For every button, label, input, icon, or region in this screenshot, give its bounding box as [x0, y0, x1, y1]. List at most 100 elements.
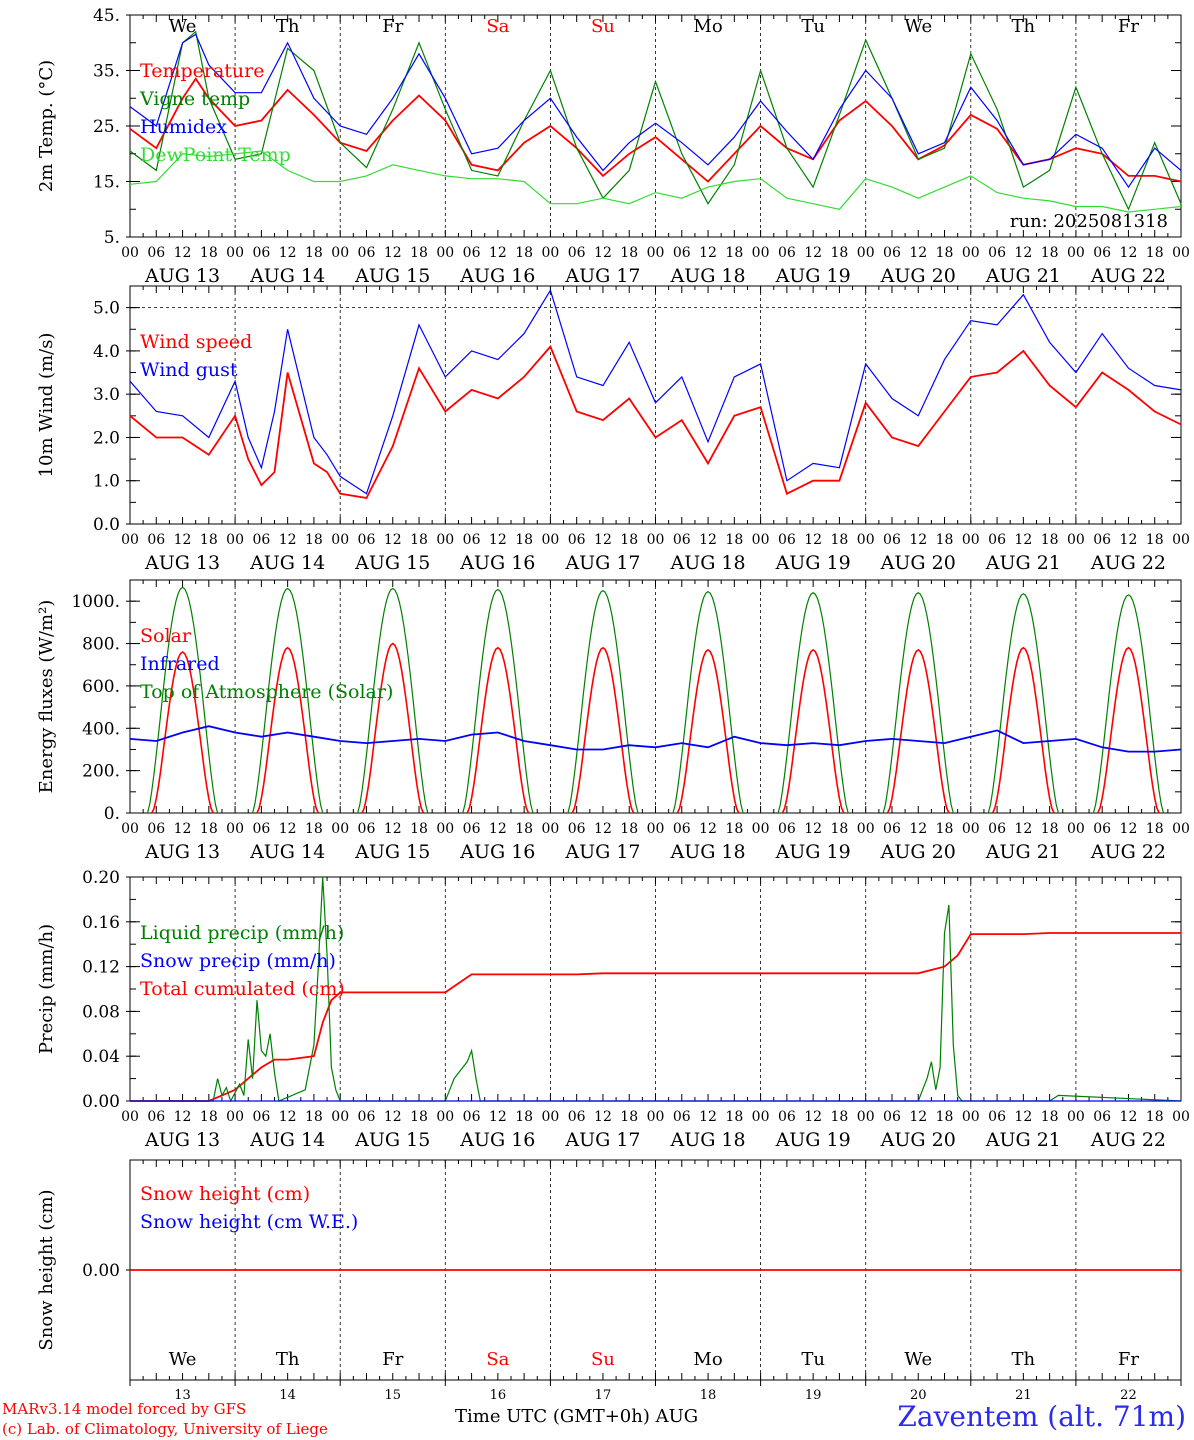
hour-label: 12: [384, 245, 402, 261]
hour-label: 12: [909, 245, 927, 261]
hour-label: 06: [358, 245, 376, 261]
hour-label: 12: [279, 532, 297, 548]
hour-label: 18: [410, 532, 428, 548]
legend-entry: Humidex: [140, 116, 227, 138]
hour-label: 18: [936, 821, 954, 837]
hour-label: 06: [568, 821, 586, 837]
date-label: AUG 18: [669, 1129, 745, 1151]
hour-label: 06: [252, 245, 270, 261]
y-tick-label: 0.08: [82, 1002, 120, 1022]
hour-label: 12: [594, 532, 612, 548]
hour-label: 00: [541, 821, 559, 837]
y-tick-label: 4.0: [93, 342, 120, 362]
day-name-label: Su: [591, 1349, 615, 1370]
hour-label: 18: [725, 1109, 743, 1125]
hour-label: 18: [725, 532, 743, 548]
hour-label: 00: [647, 245, 665, 261]
date-label: AUG 16: [459, 841, 535, 863]
date-label: AUG 16: [459, 1129, 535, 1151]
hour-label: 12: [1014, 821, 1032, 837]
hour-label: 12: [909, 532, 927, 548]
hour-label: 00: [121, 245, 139, 261]
legend-entry: Liquid precip (mm/h): [140, 922, 344, 944]
hour-label: 12: [804, 1109, 822, 1125]
day-name-label: Th: [276, 16, 300, 37]
hour-label: 06: [778, 1109, 796, 1125]
hour-label: 06: [988, 532, 1006, 548]
series-line-wind-gust: [129, 288, 1182, 495]
hour-label: 18: [515, 1109, 533, 1125]
hour-label: 06: [147, 532, 165, 548]
hour-label: 06: [883, 245, 901, 261]
hour-label: 12: [279, 245, 297, 261]
y-tick-label: 2.0: [93, 428, 120, 448]
date-label: AUG 19: [775, 265, 851, 287]
date-label: AUG 20: [880, 552, 956, 574]
y-tick-label: 1000.: [71, 592, 120, 612]
hour-label: 12: [1120, 821, 1138, 837]
hour-label: 06: [883, 1109, 901, 1125]
date-label: AUG 15: [354, 841, 430, 863]
solar-curve: [676, 648, 740, 814]
hour-label: 12: [1120, 245, 1138, 261]
hour-label: 06: [988, 245, 1006, 261]
y-tick-label: 0.20: [82, 868, 120, 888]
hour-label: 00: [647, 532, 665, 548]
series-line-wind-speed: [129, 344, 1182, 499]
hour-label: 18: [410, 1109, 428, 1125]
hour-label: 00: [436, 245, 454, 261]
panel-wind: 0.0 1.0 2.0 3.0 4.0 5.0 10m Wind (m/s) 00 06 12 18…: [36, 285, 1190, 574]
hour-label: 00: [752, 245, 770, 261]
date-label: AUG 15: [354, 1129, 430, 1151]
hour-label: 12: [909, 821, 927, 837]
model-credit: MARv3.14 model forced by GFS: [2, 1400, 247, 1418]
y-tick-label: 0.00: [82, 1261, 120, 1281]
date-label: AUG 18: [669, 841, 745, 863]
hour-label: 06: [1093, 532, 1111, 548]
hour-label: 12: [699, 532, 717, 548]
hour-label: 06: [463, 1109, 481, 1125]
hour-label: 00: [752, 532, 770, 548]
hour-label: 12: [594, 245, 612, 261]
toa-solar-curve: [672, 590, 744, 814]
y-tick-label: 3.0: [93, 385, 120, 405]
hour-label: 00: [857, 532, 875, 548]
legend-entry: Infrared: [140, 653, 220, 675]
legend-entry: Wind speed: [140, 331, 252, 353]
day-number-label: 21: [1015, 1388, 1032, 1403]
hour-label: 18: [305, 1109, 323, 1125]
day-name-label: We: [904, 16, 932, 37]
hour-label: 06: [988, 1109, 1006, 1125]
hour-label: 12: [1120, 532, 1138, 548]
hour-label: 18: [200, 821, 218, 837]
hour-label: 12: [489, 821, 507, 837]
hour-label: 06: [883, 532, 901, 548]
hour-label: 12: [384, 1109, 402, 1125]
run-label: run: 2025081318: [1010, 211, 1168, 232]
hour-label: 00: [541, 245, 559, 261]
hour-label: 18: [410, 821, 428, 837]
hour-label: 12: [699, 821, 717, 837]
date-label: AUG 22: [1090, 841, 1166, 863]
toa-solar-curve: [777, 591, 849, 814]
hour-label: 00: [436, 821, 454, 837]
hour-label: 18: [305, 245, 323, 261]
hour-label: 06: [147, 821, 165, 837]
hour-label: 18: [200, 1109, 218, 1125]
day-number-label: 14: [279, 1388, 296, 1403]
date-label: AUG 14: [249, 841, 325, 863]
hour-label: 18: [831, 245, 849, 261]
date-label: AUG 14: [249, 1129, 325, 1151]
hour-label: 12: [174, 821, 192, 837]
hour-label: 18: [620, 245, 638, 261]
hour-label: 12: [699, 245, 717, 261]
hour-label: 12: [804, 245, 822, 261]
y-tick-label: 1.0: [93, 472, 120, 492]
hour-label: 00: [1172, 821, 1190, 837]
hour-label: 06: [252, 532, 270, 548]
hour-label: 18: [200, 532, 218, 548]
hour-label: 00: [962, 821, 980, 837]
day-number-label: 19: [805, 1388, 822, 1403]
day-name-label: Fr: [382, 1349, 403, 1370]
panel-energy: 0. 200. 400. 600. 800. 1000. Energy fluxes (W/…: [36, 579, 1190, 863]
